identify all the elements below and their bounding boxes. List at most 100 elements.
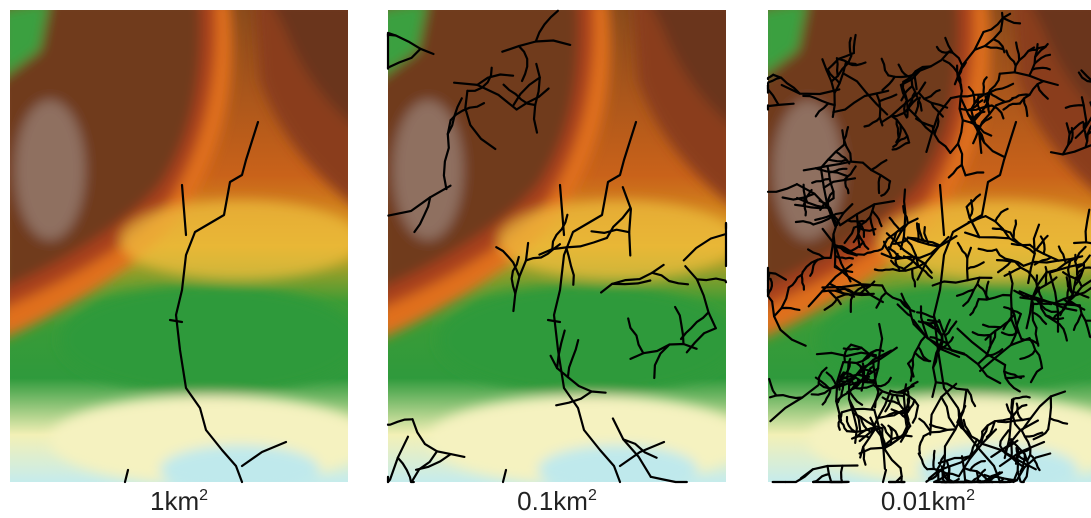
stream [907,390,911,411]
stream [880,423,894,440]
stream [1002,102,1021,111]
stream [856,219,865,238]
stream [935,45,954,54]
stream [902,380,919,394]
stream [875,376,892,388]
stream [807,248,826,259]
stream [956,327,1007,367]
stream [769,384,820,423]
stream [976,334,992,366]
stream [837,411,843,431]
stream [956,142,967,177]
stream [891,108,911,118]
stream [944,320,958,337]
stream [476,73,515,86]
stream [831,245,866,256]
stream [605,206,632,239]
stream [836,384,845,404]
stream [965,205,981,239]
stream [984,318,1013,341]
stream [411,418,466,458]
stream [834,254,854,260]
stream [845,427,881,433]
stream [464,89,497,151]
stream [1008,270,1018,332]
stream [1074,253,1083,288]
stream [979,337,1031,372]
stream [907,362,913,382]
stream [895,118,900,139]
stream [538,236,608,256]
stream [1012,452,1052,484]
stream [970,468,987,484]
stream [832,89,890,114]
stream [899,50,951,87]
stream [1039,235,1046,255]
stream [934,381,969,391]
stream [1084,124,1091,149]
stream [555,390,593,407]
stream [1073,241,1091,245]
stream [931,125,952,154]
stream [1018,80,1045,105]
stream [551,213,569,251]
stream [899,467,906,484]
stream [913,96,921,117]
stream [621,186,632,257]
stream [1020,429,1032,462]
stream [928,423,949,431]
stream [940,396,956,428]
stream [969,460,986,472]
stream [999,11,1004,32]
stream [859,427,877,459]
stream [1031,311,1048,325]
stream [995,248,1025,267]
stream [929,336,949,345]
stream [947,163,963,179]
stream [878,93,898,103]
stream [1015,41,1021,62]
stream [501,39,572,53]
stream [835,361,845,422]
stream [1022,463,1030,483]
stream [891,141,911,151]
stream [875,92,884,127]
stream [911,404,920,424]
stream [679,311,710,341]
stream [981,323,1002,329]
stream [1003,266,1022,277]
stream [877,174,882,195]
stream [822,177,857,189]
stream [1000,330,1020,337]
stream [880,252,915,260]
stream [930,101,944,118]
stream [821,289,856,298]
stream [1080,96,1088,131]
stream [988,329,997,349]
stream [852,412,884,430]
stream [611,417,652,478]
label-text: 0.01km [881,486,966,516]
stream [653,343,671,380]
stream [811,177,831,184]
stream [968,438,979,458]
stream [1074,116,1091,139]
stream [1074,261,1086,279]
stream [771,300,807,347]
stream [903,399,916,417]
stream [814,213,834,221]
stream [985,420,996,439]
stream [966,246,972,282]
stream [999,429,1010,447]
stream [682,222,728,262]
stream [651,271,690,286]
stream [1072,312,1083,331]
stream [780,83,841,96]
stream [812,211,845,226]
stream [949,93,985,100]
stream [873,408,886,470]
stream [1005,403,1016,422]
stream [849,343,882,361]
stream [1008,437,1030,466]
